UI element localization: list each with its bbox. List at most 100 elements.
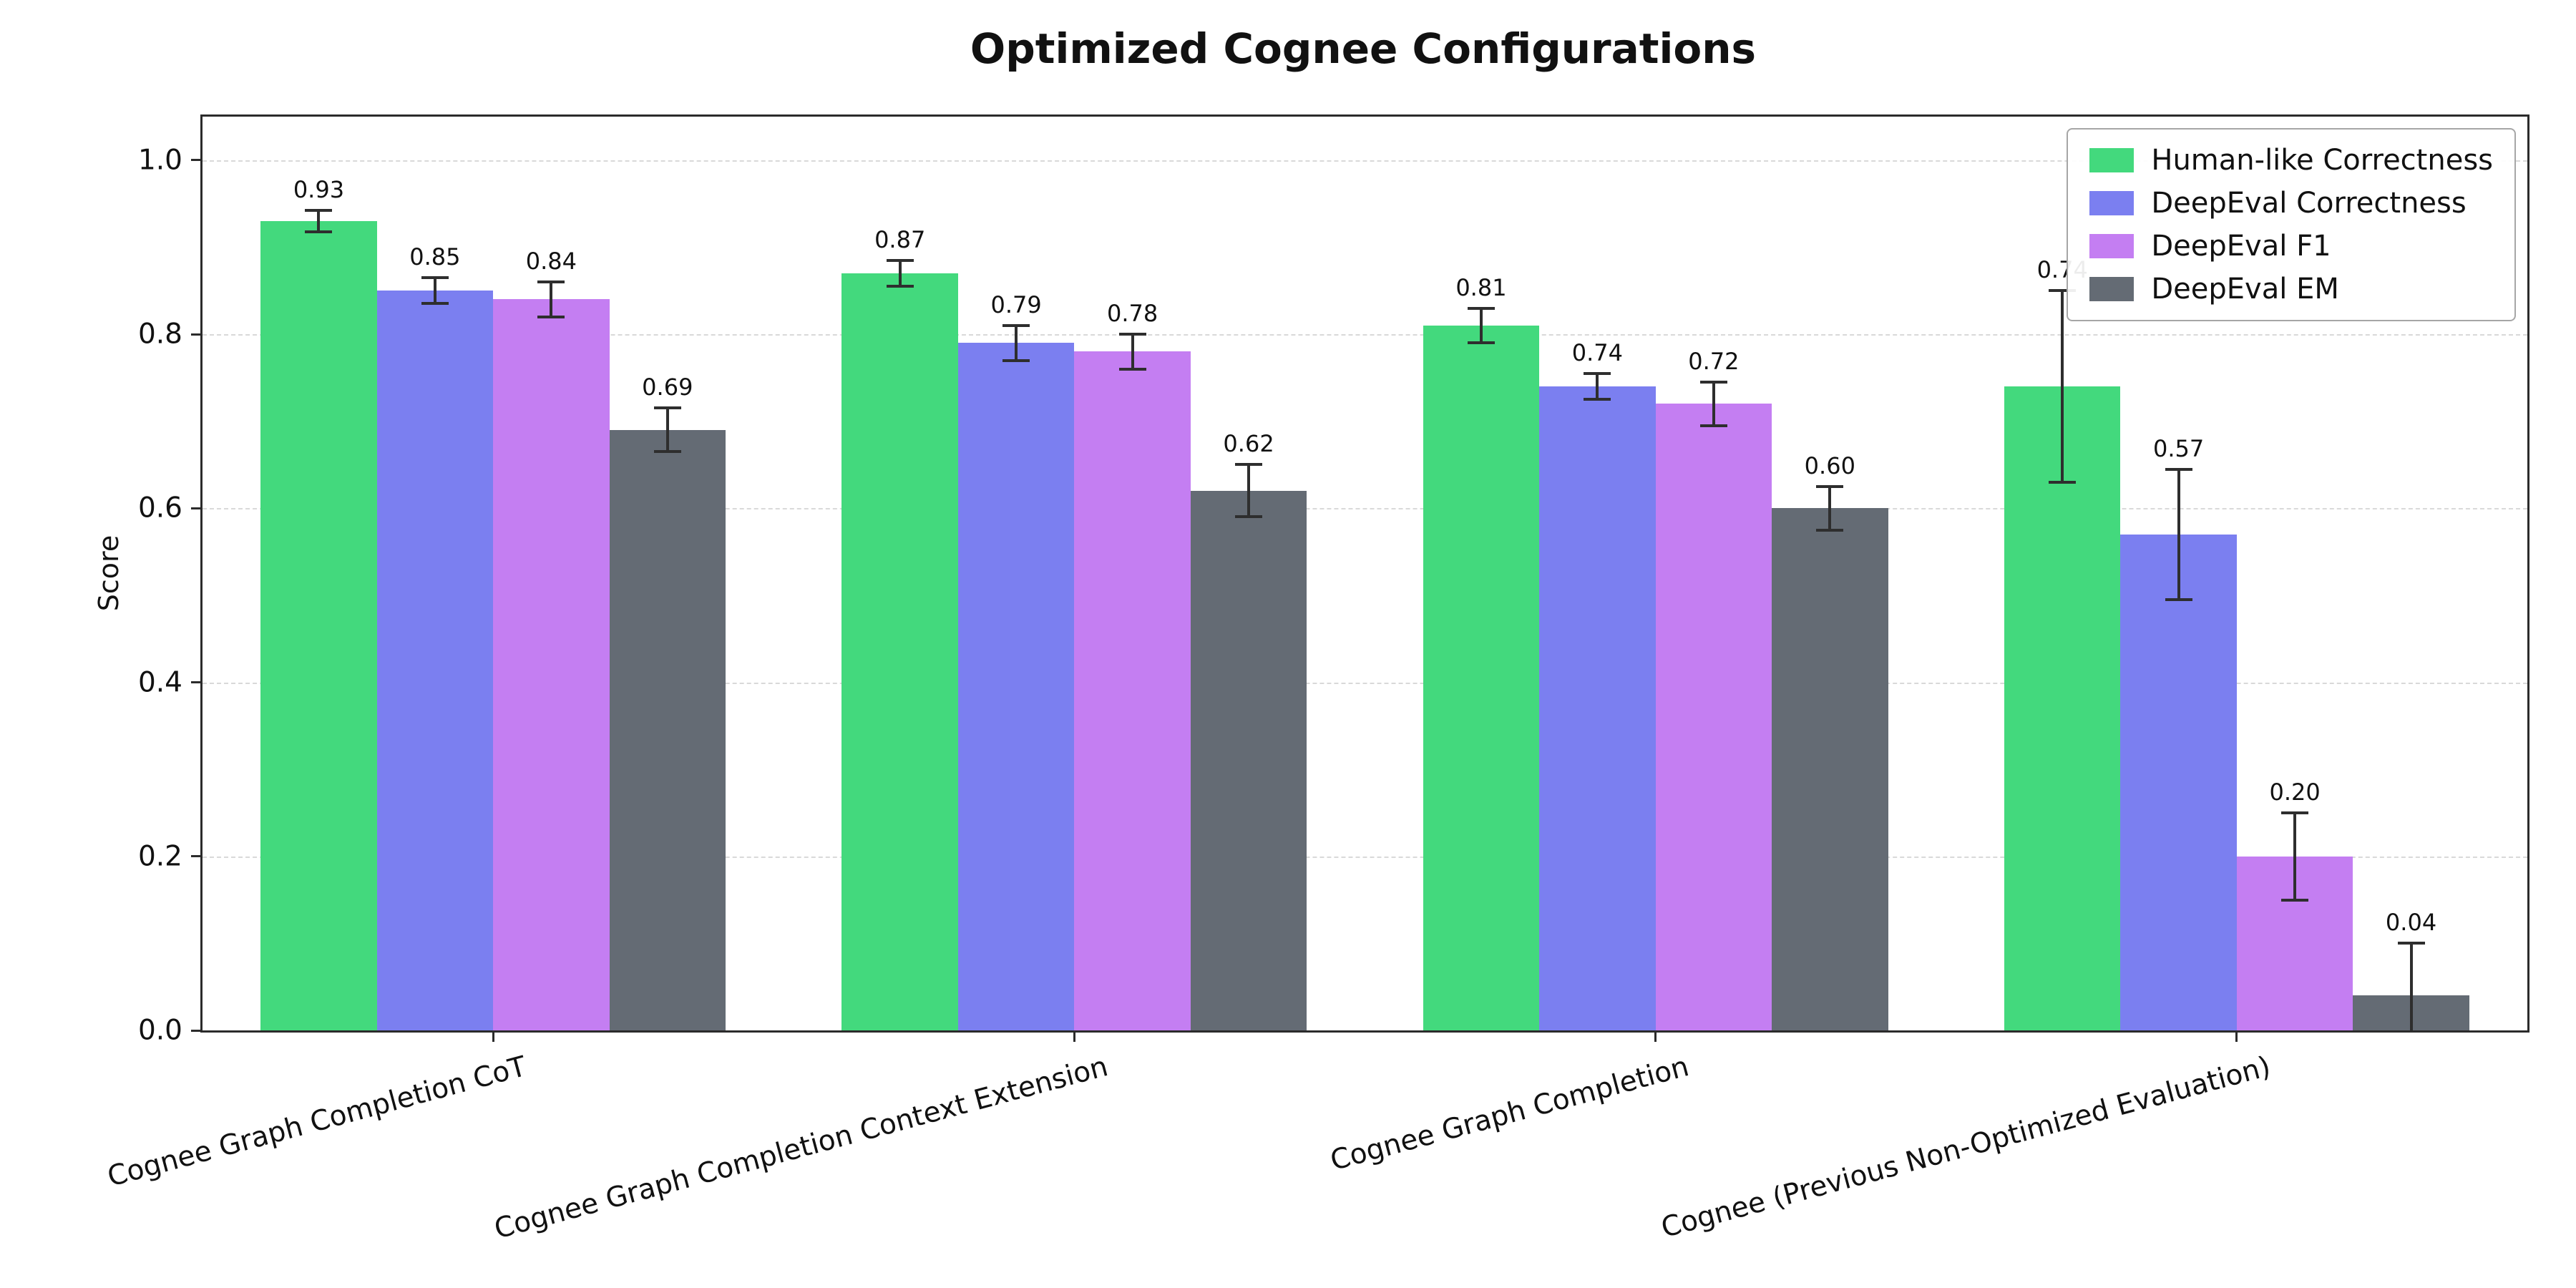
error-cap-top [1584,371,1611,375]
y-gridline [203,856,2527,858]
y-tick-mark [191,159,203,162]
error-cap-bottom [653,450,681,454]
bar-value-label: 0.93 [293,176,345,204]
error-cap-bottom [2281,898,2309,902]
y-tick-mark [191,855,203,858]
error-cap-bottom [886,285,914,288]
legend-item-deepeval-em: DeepEval EM [2089,273,2493,306]
bar-human-like-correctness [260,220,377,1030]
error-bar [665,408,669,452]
error-bar [2293,812,2297,900]
error-cap-top [2281,811,2309,814]
error-cap-top [1002,323,1030,327]
error-bar [317,210,321,232]
y-tick-label: 0.6 [137,492,182,525]
error-bar [1712,381,1715,426]
error-cap-top [537,280,565,284]
bar-deepeval-correctness [1539,386,1656,1030]
bar-value-label: 0.20 [2269,778,2321,806]
error-bar [1247,464,1251,517]
legend-label: DeepEval Correctness [2151,187,2467,220]
error-cap-bottom [421,302,449,306]
legend-item-human-like-correctness: Human-like Correctness [2089,144,2493,177]
legend: Human-like Correctness DeepEval Correctne… [2067,128,2516,321]
x-tick-label-cognee-graph-completion-cot: Cognee Graph Completion CoT [104,1050,530,1194]
error-cap-top [1235,463,1263,467]
bar-value-label: 0.74 [1571,338,1624,366]
error-cap-top [2397,942,2425,945]
error-cap-bottom [305,230,333,233]
error-bar [433,277,436,304]
y-tick-mark [191,681,203,684]
chart-title: Optimized Cognee Configurations [970,24,1757,73]
y-tick-label: 0.2 [137,840,182,873]
legend-label: DeepEval F1 [2151,230,2331,263]
bar-human-like-correctness [1423,325,1540,1030]
legend-item-deepeval-f1: DeepEval F1 [2089,230,2493,263]
bar-value-label: 0.81 [1455,273,1507,301]
bar-value-label: 0.87 [874,225,926,253]
error-cap-top [305,209,333,213]
bar-deepeval-em [609,429,726,1030]
error-cap-bottom [1467,341,1495,345]
x-tick-label-cognee-previous-non-optimized-evaluation: Cognee (Previous Non-Optimized Evaluatio… [1657,1050,2274,1245]
x-tick-mark [1073,1030,1075,1042]
y-gridline [203,334,2527,336]
bar-value-label: 0.69 [642,374,693,401]
x-tick-mark [2235,1030,2238,1042]
error-bar [2409,943,2413,1030]
bar-value-label: 0.62 [1223,430,1274,458]
error-bar [2061,291,2064,482]
bar-value-label: 0.60 [1804,452,1855,479]
y-gridline [203,508,2527,510]
y-gridline [203,682,2527,684]
error-bar [898,260,902,287]
y-tick-mark [191,507,203,509]
y-gridline [203,160,2527,162]
bar-value-label: 0.04 [2385,909,2437,937]
error-cap-top [1467,306,1495,310]
error-cap-bottom [1235,515,1263,519]
error-cap-top [2049,289,2077,293]
x-tick-mark [1654,1030,1657,1042]
error-cap-bottom [1002,358,1030,362]
bar-deepeval-correctness [376,291,494,1030]
x-tick-mark [492,1030,494,1042]
error-cap-bottom [1699,424,1727,427]
error-cap-top [1118,333,1146,336]
legend-swatch-deepeval-correctness [2089,191,2135,215]
error-bar [1828,486,1832,530]
bar-value-label: 0.79 [990,291,1042,318]
bar-deepeval-correctness [957,343,1075,1030]
legend-swatch-deepeval-f1 [2089,234,2135,258]
error-cap-top [1816,484,1844,488]
bar-deepeval-correctness [2120,534,2237,1030]
error-cap-bottom [1816,528,1844,532]
error-bar [1479,308,1483,343]
error-cap-bottom [537,315,565,318]
error-bar [1015,325,1018,361]
bar-human-like-correctness [2004,386,2121,1030]
error-cap-top [886,258,914,262]
error-bar [550,282,553,317]
y-tick-label: 1.0 [137,144,182,177]
x-tick-label-cognee-graph-completion: Cognee Graph Completion [1327,1050,1693,1178]
y-tick-mark [191,1029,203,1032]
bar-deepeval-em [1190,490,1307,1030]
y-axis-label: Score [93,535,125,612]
bar-value-label: 0.84 [525,248,577,275]
error-cap-bottom [2165,597,2192,601]
bar-value-label: 0.85 [409,243,461,270]
bar-deepeval-f1 [1655,404,1772,1030]
bar-human-like-correctness [841,273,958,1030]
error-cap-top [421,275,449,279]
error-bar [1131,334,1134,369]
bar-value-label: 0.57 [2153,434,2205,462]
bar-deepeval-f1 [1074,351,1191,1030]
legend-swatch-human-like-correctness [2089,148,2135,172]
legend-swatch-deepeval-em [2089,277,2135,301]
x-tick-label-cognee-graph-completion-context-extension: Cognee Graph Completion Context Extensio… [491,1050,1112,1246]
error-bar [2177,469,2180,600]
legend-label: Human-like Correctness [2151,144,2493,177]
